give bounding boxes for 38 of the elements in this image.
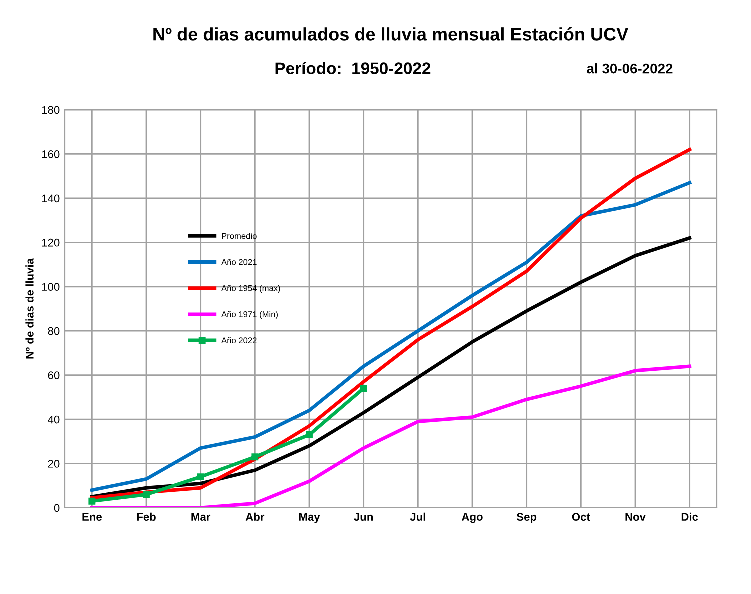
chart-title: Nº de dias acumulados de lluvia mensual Estación UCV — [154, 27, 628, 41]
y-tick-label: 60 — [48, 372, 60, 380]
x-tick-label: Sep — [516, 513, 537, 524]
line-series — [90, 364, 692, 508]
y-tick-label: 100 — [42, 283, 60, 292]
point — [88, 498, 96, 505]
y-tick-label: 20 — [48, 460, 60, 468]
y-tick-label: 160 — [42, 150, 60, 158]
legend-label: Año 1971 (Min) — [222, 311, 278, 320]
x-tick-label: May — [299, 513, 320, 524]
legend-label: Año 2022 — [222, 337, 257, 344]
point — [197, 474, 204, 481]
x-tick-label: Ago — [462, 513, 483, 524]
point — [360, 385, 368, 392]
y-tick-label: 180 — [42, 106, 60, 114]
y-tick-label: 0 — [54, 504, 60, 512]
x-tick-label: Feb — [137, 512, 156, 522]
y-axis-title: Nº de dias de lluvia — [26, 258, 34, 359]
y-tick-label: 80 — [48, 327, 60, 336]
point — [252, 454, 259, 461]
x-tick-label: Oct — [572, 513, 590, 522]
text: al 30-06-2022 — [587, 64, 673, 74]
x-tick-label: Abr — [246, 512, 265, 522]
y-tick-label: 120 — [42, 238, 60, 247]
x-tick-label: Nov — [626, 513, 646, 522]
legend-label: Promedio — [222, 233, 257, 240]
x-tick-label: Ene — [82, 513, 102, 522]
point — [306, 432, 313, 439]
x-tick-label: Dic — [682, 512, 698, 522]
legend-label: Año 2021 — [222, 259, 257, 266]
point — [143, 491, 150, 498]
chart-subtitle: Período: 1950-2022 — [276, 62, 431, 74]
x-tick-label: Jun — [354, 513, 374, 522]
legend-label: Año 1954 (max) — [222, 285, 280, 293]
x-tick-label: Jul — [410, 512, 426, 522]
x-tick-label: Mar — [192, 513, 211, 522]
y-tick-label: 140 — [42, 194, 60, 203]
y-tick-label: 40 — [48, 416, 60, 424]
